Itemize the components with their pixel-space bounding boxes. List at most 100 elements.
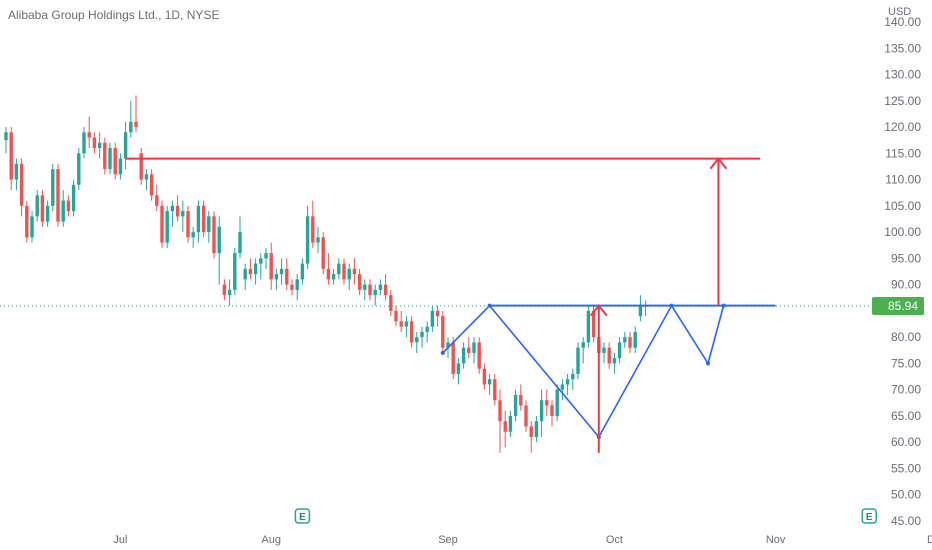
candle-body (586, 310, 591, 343)
candle-body (638, 305, 643, 317)
y-tick-label: 140.00 (884, 15, 921, 29)
candle (347, 263, 351, 290)
candle (477, 337, 481, 374)
candle-body (175, 205, 180, 217)
candle-body (467, 347, 471, 353)
candle-body (305, 216, 310, 264)
candle (165, 205, 169, 248)
candle-body (425, 326, 429, 332)
earnings-marker: E (861, 508, 877, 524)
candle (342, 258, 346, 285)
target-arrow-head (709, 156, 728, 170)
candle (160, 200, 164, 248)
y-tick-label: 95.00 (891, 251, 921, 265)
candle-body (415, 337, 419, 343)
candle-body (326, 268, 331, 280)
candle-body (456, 363, 461, 374)
candle (82, 127, 86, 159)
x-tick-label: Sep (438, 534, 458, 546)
y-tick-label: 70.00 (891, 383, 921, 397)
candle-body (222, 284, 227, 296)
candle-body (352, 268, 357, 275)
candle (19, 158, 24, 217)
candle-body (279, 268, 284, 275)
y-tick-label: 75.00 (891, 356, 921, 370)
candle-body (487, 379, 492, 385)
candle (425, 321, 429, 343)
candle (279, 258, 284, 285)
candle-body (378, 284, 383, 290)
y-tick-label: 125.00 (884, 94, 921, 108)
candle (498, 389, 502, 453)
earnings-label: E (866, 512, 873, 523)
candle (25, 200, 29, 243)
candle-body (357, 274, 362, 290)
candle-body (181, 211, 185, 217)
candle-body (274, 274, 279, 280)
candle (108, 142, 112, 175)
candle (285, 258, 289, 290)
candle-body (149, 174, 154, 196)
candle (394, 305, 398, 327)
candle (61, 190, 65, 227)
y-tick-label: 110.00 (885, 173, 921, 187)
candle (66, 195, 71, 217)
candle-body (602, 347, 606, 353)
candle (508, 410, 513, 437)
time-axis[interactable]: JulAugSepOctNovDec2023 (113, 534, 932, 546)
candle (201, 200, 206, 238)
candle-body (227, 289, 232, 296)
candle-body (591, 310, 596, 338)
candle-body (394, 310, 398, 322)
candle (357, 268, 362, 296)
candle-body (399, 321, 403, 327)
y-tick-label: 90.00 (891, 278, 921, 292)
candle-body (248, 268, 253, 275)
candle-body (337, 263, 341, 275)
candle-body (539, 400, 544, 422)
candle (550, 400, 554, 427)
candle-body (503, 421, 507, 432)
last-price-tag: 85.94 (0, 296, 924, 315)
candle (56, 163, 60, 227)
candle (222, 279, 227, 301)
candle-body (446, 342, 450, 348)
candle (316, 226, 320, 254)
candle-body (4, 132, 8, 141)
candle (633, 326, 637, 353)
candle-body (123, 132, 128, 159)
candle-body (529, 426, 533, 437)
price-axis[interactable]: 140.00 135.00 130.00 125.00 120.00 115.00 110.… (884, 15, 921, 528)
candle-body (472, 342, 476, 353)
candle-body (212, 216, 216, 254)
head-depth-arrow-head (590, 304, 608, 317)
candle-body (581, 342, 585, 348)
candle-body (165, 211, 169, 243)
candle (352, 258, 357, 285)
candle-body (160, 205, 164, 243)
candle (617, 337, 622, 364)
earnings-label: E (299, 512, 306, 523)
candle (529, 421, 533, 453)
earnings-icon (861, 508, 877, 524)
candle-body (253, 263, 258, 275)
candle (170, 200, 175, 227)
candle (331, 268, 336, 285)
candle-body (368, 284, 372, 296)
candle-body (565, 379, 570, 385)
earnings-icon (294, 508, 311, 524)
candle (155, 184, 159, 212)
candle-body (87, 132, 91, 138)
candle (290, 279, 294, 296)
candle (472, 337, 476, 364)
candle-body (97, 142, 102, 149)
y-tick-label: 65.00 (891, 409, 921, 423)
candle (638, 295, 643, 322)
candle-body (56, 169, 60, 222)
candle-body (498, 400, 502, 422)
candle (40, 190, 45, 227)
candle (326, 253, 331, 285)
candle (612, 352, 617, 374)
